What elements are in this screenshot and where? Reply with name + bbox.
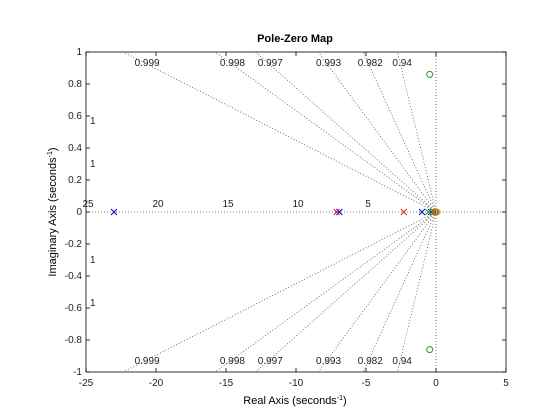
pole-marker [336, 208, 343, 216]
damping-ratio-label: 0.998 [220, 58, 245, 69]
y-tick-label: 0.6 [68, 111, 82, 122]
damping-ratio-label: 0.993 [316, 356, 341, 367]
x-tick-label: 5 [503, 378, 509, 389]
natural-frequency-label: 10 [292, 199, 304, 210]
y-tick-label: -1 [73, 367, 82, 378]
y-tick-label: -0.6 [65, 303, 83, 314]
x-tick-label: -10 [289, 378, 304, 389]
natural-frequency-label: 15 [222, 199, 234, 210]
damping-edge-label: 1 [90, 255, 96, 266]
axes: -25 -20 -15 -10 -5 0 5 -1 -0.8 -0.6 -0.4 -0.2 0 0.2 0.… [65, 47, 509, 389]
damping-ratio-label: 0.982 [358, 58, 383, 69]
x-tick-label: -15 [219, 378, 234, 389]
zero-marker [433, 208, 441, 216]
damping-ratio-label: 0.999 [135, 58, 160, 69]
y-axis-label: Imaginary Axis (seconds-1) [47, 147, 59, 276]
pole-marker [400, 208, 408, 216]
damping-ray [317, 51, 437, 213]
damping-ray [255, 211, 437, 373]
y-tick-label: 0.4 [68, 143, 82, 154]
pole-stroke [333, 208, 340, 216]
pole-marker [418, 208, 426, 216]
damping-ratio-label: 0.999 [135, 356, 160, 367]
damping-ray [214, 51, 437, 213]
x-axis-label: Real Axis (seconds-1) [243, 395, 346, 407]
natural-frequency-label: 25 [82, 199, 94, 210]
pole-stroke [336, 208, 343, 216]
x-tick-label: -5 [362, 378, 371, 389]
x-tick-label: -25 [79, 378, 94, 389]
x-tick-label: 0 [433, 378, 439, 389]
damping-ratio-label: 0.997 [258, 58, 283, 69]
damping-ray [397, 211, 437, 373]
natural-frequency-label: 5 [365, 199, 371, 210]
damping-grid: 0.999 0.999 0.998 0.998 0.997 0.997 0.993 0.993… [82, 51, 506, 373]
damping-edge-label: 1 [90, 116, 96, 127]
damping-ratio-label: 0.993 [316, 58, 341, 69]
damping-edge-label: 1 [90, 159, 96, 170]
damping-ratio-label: 0.94 [392, 58, 412, 69]
damping-ray [317, 211, 437, 373]
damping-ray [255, 51, 437, 213]
pole-stroke [418, 208, 426, 216]
pole-stroke [424, 208, 432, 216]
y-tick-label: -0.4 [65, 271, 83, 282]
plot-area: 0.999 0.999 0.998 0.998 0.997 0.997 0.993 0.993… [65, 47, 509, 389]
pole-stroke [400, 208, 408, 216]
damping-edge-label: 1 [90, 298, 96, 309]
damping-ratio-label: 0.998 [220, 356, 245, 367]
x-tick-label: -20 [149, 378, 164, 389]
y-tick-label: 0 [76, 207, 82, 218]
pole-marker [110, 208, 118, 216]
natural-frequency-label: 20 [152, 199, 164, 210]
y-tick-label: 0.8 [68, 79, 82, 90]
damping-ray [362, 211, 437, 373]
damping-ratio-label: 0.982 [358, 356, 383, 367]
damping-ray [214, 211, 437, 373]
damping-ratio-label: 0.94 [392, 356, 412, 367]
pole-stroke [110, 208, 118, 216]
damping-ratio-label: 0.997 [258, 356, 283, 367]
chart-title: Pole-Zero Map [257, 33, 333, 45]
pole-zero-marks [110, 70, 441, 354]
zero-marker [426, 346, 434, 354]
damping-ray [397, 51, 437, 213]
zero-marker [426, 70, 434, 78]
damping-ray [362, 51, 437, 213]
zero-marker [431, 208, 439, 216]
pole-marker [424, 208, 432, 216]
y-tick-label: -0.2 [65, 239, 83, 250]
y-tick-label: -0.8 [65, 335, 83, 346]
y-tick-label: 1 [76, 47, 82, 58]
pole-marker [333, 208, 340, 216]
y-tick-label: 0.2 [68, 175, 82, 186]
